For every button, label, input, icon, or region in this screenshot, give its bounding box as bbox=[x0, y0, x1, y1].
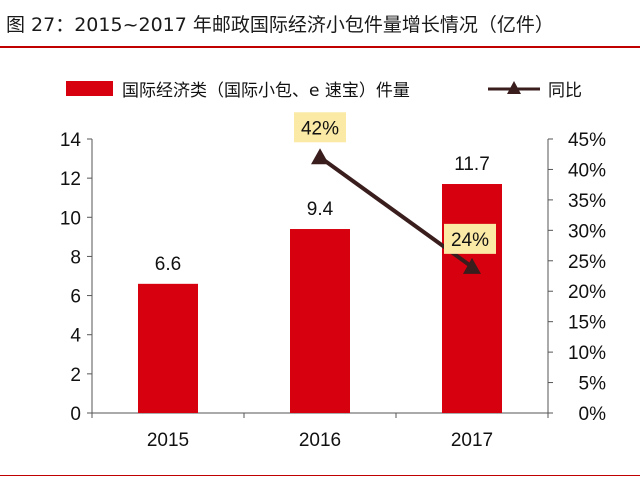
data-labels: 6.6 9.4 11.7 42% 24% bbox=[155, 112, 496, 275]
yoy-label-box bbox=[294, 112, 346, 143]
bar-value-label: 6.6 bbox=[155, 254, 181, 275]
y-tick-label: 6 bbox=[70, 287, 81, 308]
y2-tick-label: 5% bbox=[579, 374, 607, 395]
bar-value-label: 11.7 bbox=[454, 154, 490, 175]
yoy-point bbox=[463, 257, 481, 274]
axes: 0 2 4 6 8 10 12 14 0% 5% 10% 15% 20% 25% 30% 35% 40% 45% 2… bbox=[60, 130, 606, 451]
y-tick-label: 8 bbox=[70, 247, 81, 268]
legend: 国际经济类（国际小包、e 速宝）件量 同比 bbox=[66, 81, 582, 101]
x-tick-label: 2017 bbox=[451, 430, 493, 451]
legend-line-marker bbox=[507, 81, 521, 94]
y2-tick-label: 0% bbox=[579, 404, 607, 425]
y2-tick-label: 30% bbox=[568, 221, 606, 242]
y-tick-label: 14 bbox=[60, 130, 82, 151]
y-tick-label: 2 bbox=[70, 365, 81, 386]
x-tick-label: 2016 bbox=[299, 430, 341, 451]
bar bbox=[442, 184, 502, 413]
y2-tick-label: 20% bbox=[568, 282, 606, 303]
legend-bar-swatch bbox=[66, 81, 113, 96]
title-rule bbox=[0, 46, 640, 48]
y2-tick-label: 45% bbox=[568, 130, 606, 151]
y-tick-label: 0 bbox=[70, 404, 81, 425]
y2-tick-label: 40% bbox=[568, 160, 606, 181]
y2-tick-label: 15% bbox=[568, 313, 606, 334]
chart-title: 图 27：2015~2017 年邮政国际经济小包件量增长情况（亿件） bbox=[6, 14, 554, 36]
legend-line-label: 同比 bbox=[548, 81, 582, 101]
yoy-value-label: 42% bbox=[301, 118, 339, 139]
yoy-value-label: 24% bbox=[451, 230, 489, 251]
bars bbox=[138, 184, 502, 413]
yoy-label-box bbox=[444, 223, 496, 254]
y2-tick-label: 25% bbox=[568, 252, 606, 273]
bar bbox=[138, 283, 198, 413]
y-tick-label: 12 bbox=[60, 169, 81, 190]
y-tick-label: 10 bbox=[60, 208, 81, 229]
yoy-point bbox=[311, 148, 329, 165]
legend-bar-label: 国际经济类（国际小包、e 速宝）件量 bbox=[122, 81, 410, 101]
bar bbox=[290, 229, 350, 413]
y2-tick-label: 35% bbox=[568, 191, 606, 212]
y2-tick-label: 10% bbox=[568, 343, 606, 364]
bar-value-label: 9.4 bbox=[307, 199, 334, 220]
footer-rule bbox=[0, 475, 640, 476]
y-tick-label: 4 bbox=[70, 326, 81, 347]
x-tick-label: 2015 bbox=[147, 430, 189, 451]
